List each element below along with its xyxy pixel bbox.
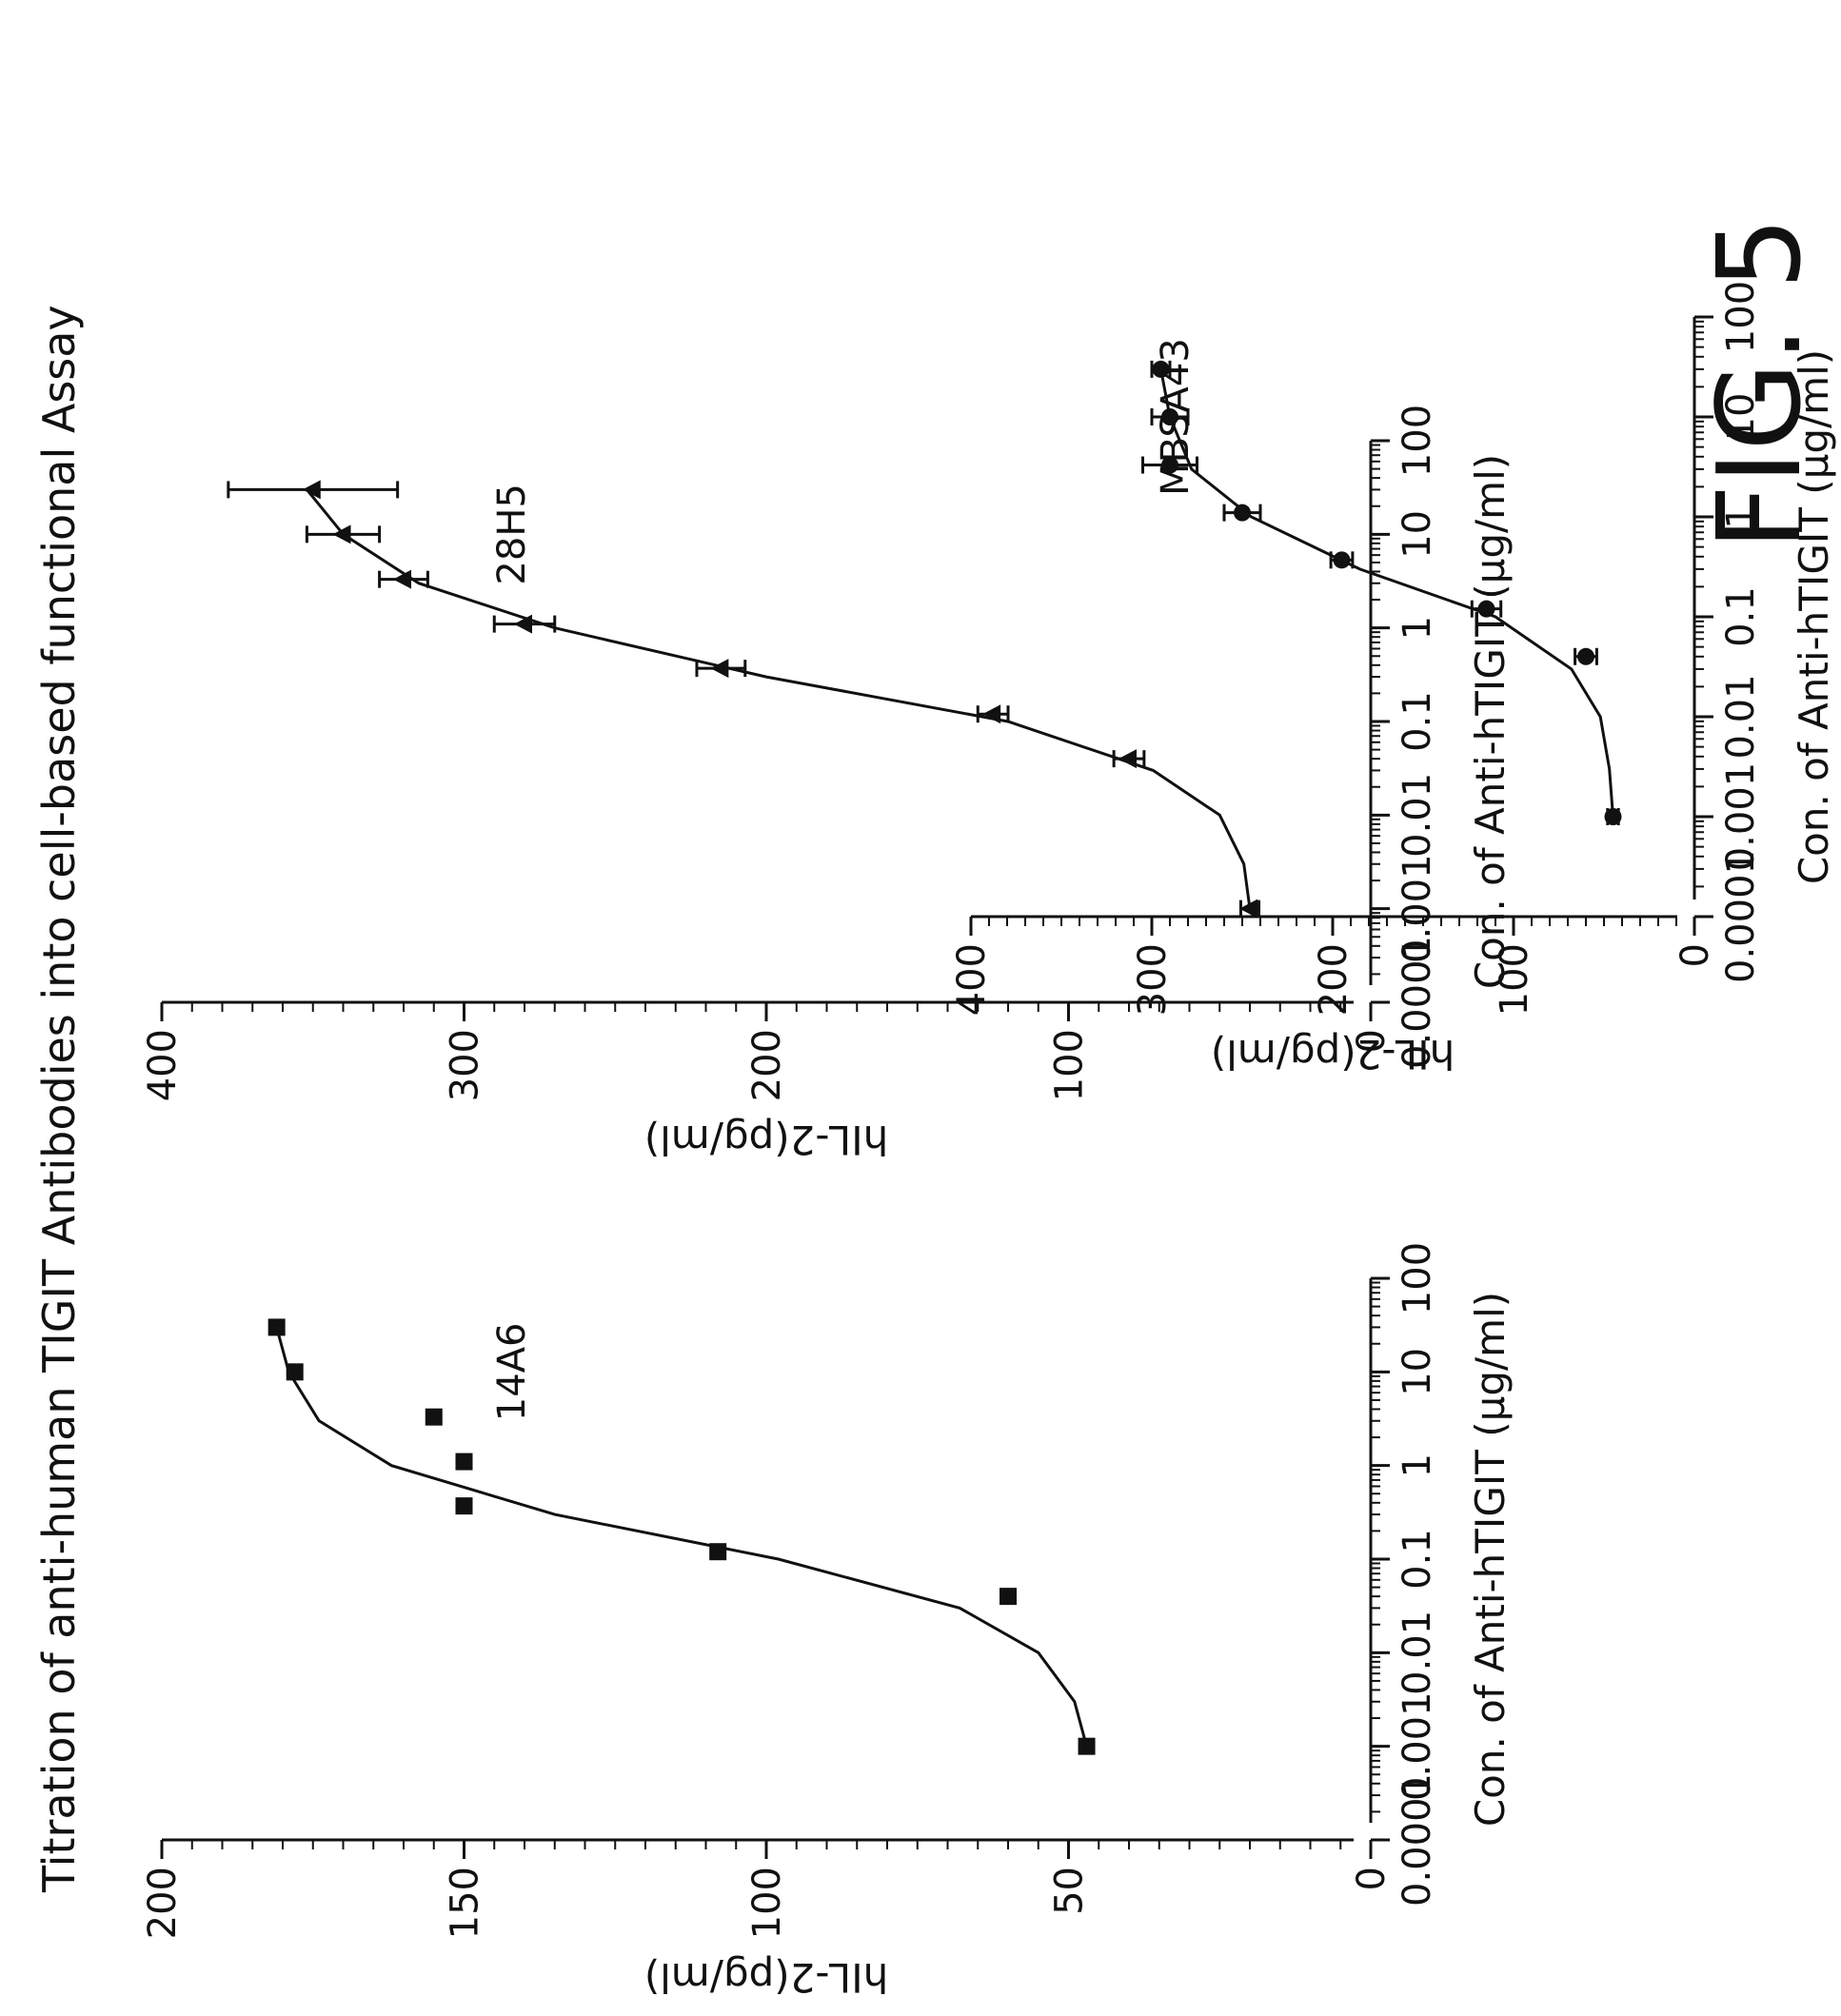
- y-tick-label: 100: [1048, 1029, 1092, 1101]
- data-point: [1604, 808, 1622, 825]
- figure-title: Titration of anti-human TIGIT Antibodies…: [33, 305, 85, 1893]
- fit-curve: [275, 1327, 1088, 1748]
- y-tick-label: 0: [1673, 943, 1717, 967]
- data-point: [1078, 1737, 1096, 1755]
- figure-label: FIG. 5: [1694, 217, 1827, 550]
- x-tick-label: 100: [1719, 281, 1763, 353]
- x-tick-label: 1: [1396, 1453, 1439, 1477]
- data-point: [1161, 408, 1178, 425]
- data-point: [514, 614, 532, 634]
- data-point: [302, 480, 321, 500]
- data-point: [1152, 360, 1170, 378]
- x-tick-label: 0.01: [1396, 1611, 1439, 1695]
- data-point: [1477, 600, 1495, 618]
- x-tick-label: 0.1: [1719, 586, 1763, 647]
- panel-name-label: 28H5: [490, 484, 534, 584]
- x-tick-label: 0.01: [1719, 674, 1763, 759]
- y-axis-label: hIL-2(pg/ml): [1211, 1031, 1455, 1077]
- x-tick-label: 100: [1396, 405, 1439, 477]
- data-point: [455, 1497, 473, 1515]
- y-tick-label: 0: [1350, 1029, 1394, 1053]
- x-tick-label: 10: [1396, 1348, 1439, 1396]
- x-tick-label: 0.0001: [1396, 936, 1439, 1069]
- data-point: [710, 659, 729, 679]
- data-point: [286, 1363, 304, 1381]
- y-axis-label: hIL-2(pg/ml): [644, 1954, 888, 2001]
- y-tick-label: 200: [1312, 943, 1356, 1016]
- fit-curve: [1159, 368, 1614, 818]
- x-tick-label: 1: [1719, 504, 1763, 528]
- data-point: [1000, 1588, 1017, 1606]
- x-tick-label: 0.1: [1396, 1529, 1439, 1590]
- data-point: [455, 1453, 473, 1471]
- x-axis-label: Con. of Anti-hTIGIT (μg/ml): [1467, 1292, 1514, 1827]
- data-point: [1333, 551, 1351, 569]
- x-tick-label: 1: [1396, 616, 1439, 640]
- x-tick-label: 100: [1396, 1242, 1439, 1314]
- x-tick-label: 0.0001: [1396, 1773, 1439, 1907]
- x-tick-label: 0.1: [1396, 691, 1439, 752]
- data-point: [267, 1318, 286, 1336]
- x-tick-label: 0.001: [1396, 1691, 1439, 1801]
- x-axis-label: Con. of Anti-hTIGIT (μg/ml): [1467, 454, 1514, 989]
- panel-name-label: 14A6: [490, 1322, 534, 1421]
- x-tick-label: 0.01: [1396, 773, 1439, 858]
- data-point: [1577, 647, 1594, 665]
- data-point: [425, 1408, 443, 1426]
- x-tick-label: 0.0001: [1719, 850, 1763, 983]
- data-point: [1239, 899, 1257, 919]
- y-axis-label: hIL-2(pg/ml): [644, 1117, 888, 1163]
- data-point: [982, 704, 1001, 724]
- y-tick-label: 300: [444, 1029, 487, 1101]
- data-point: [1234, 504, 1251, 522]
- y-tick-label: 100: [745, 1867, 789, 1939]
- data-point: [332, 524, 351, 544]
- y-tick-label: 150: [444, 1867, 487, 1939]
- x-axis-label: Con. of Anti-hTIGIT (μg/ml): [1791, 349, 1837, 884]
- y-tick-label: 300: [1131, 943, 1175, 1016]
- x-tick-label: 0.001: [1396, 854, 1439, 963]
- y-tick-label: 400: [950, 943, 994, 1016]
- y-tick-label: 0: [1350, 1867, 1394, 1890]
- x-tick-label: 10: [1719, 393, 1763, 442]
- data-point: [1161, 456, 1178, 474]
- y-tick-label: 200: [141, 1867, 185, 1939]
- x-tick-label: 0.001: [1719, 762, 1763, 872]
- y-tick-label: 50: [1048, 1867, 1092, 1915]
- fit-curve: [306, 488, 1252, 909]
- y-tick-label: 200: [745, 1029, 789, 1101]
- y-tick-label: 100: [1493, 943, 1536, 1016]
- data-point: [1118, 749, 1137, 769]
- x-tick-label: 10: [1396, 510, 1439, 559]
- data-point: [709, 1543, 727, 1561]
- y-tick-label: 400: [141, 1029, 185, 1101]
- data-point: [393, 569, 411, 589]
